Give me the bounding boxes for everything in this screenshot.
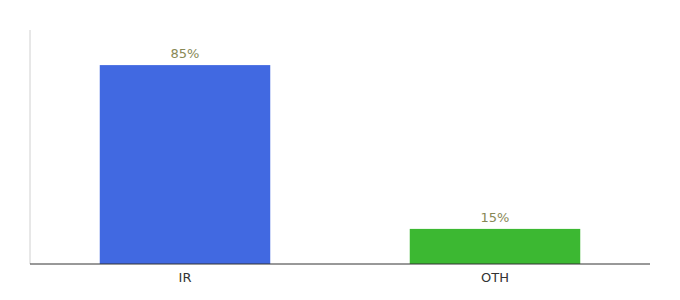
bar — [410, 229, 581, 264]
x-axis-line — [30, 264, 650, 265]
y-axis-line — [30, 30, 31, 264]
chart-svg: IR OTH 85% 15% — [0, 0, 680, 300]
bars — [100, 65, 581, 264]
data-label: 15% — [481, 210, 510, 225]
data-label: 85% — [171, 46, 200, 61]
chart-container: IR OTH 85% 15% — [0, 0, 680, 300]
bar — [100, 65, 271, 264]
x-tick-label: OTH — [481, 270, 509, 285]
x-tick-label: IR — [179, 270, 192, 285]
